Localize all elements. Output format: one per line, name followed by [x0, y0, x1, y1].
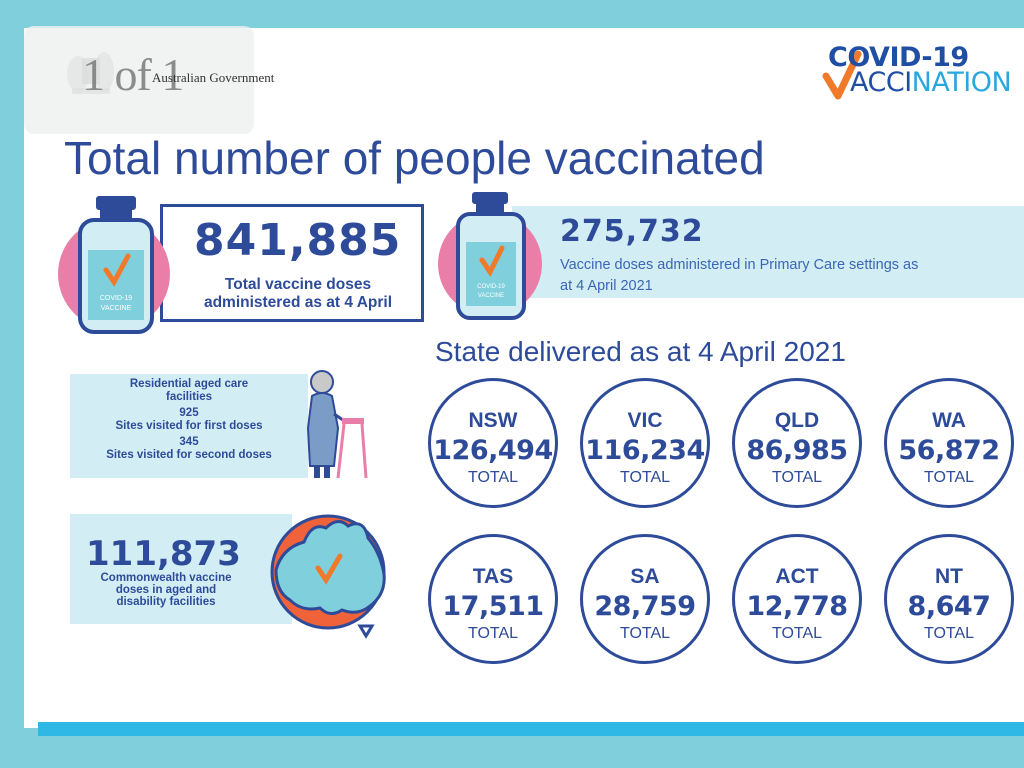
- primary-care-caption: Vaccine doses administered in Primary Ca…: [560, 257, 919, 294]
- state-circle-vic: VIC 116,234 TOTAL: [580, 378, 710, 508]
- state-value: 116,234: [585, 435, 705, 466]
- australia-map-icon: [270, 514, 386, 639]
- state-circle-wa: WA 56,872 TOTAL: [884, 378, 1014, 508]
- logo-vaccination: ACCINATION: [850, 67, 1012, 98]
- state-label: TOTAL: [923, 625, 975, 642]
- commonwealth-caption: Commonwealth vaccine doses in aged and d…: [100, 572, 232, 608]
- elderly-person-icon: [306, 370, 368, 479]
- state-circle-tas: TAS 17,511 TOTAL: [428, 534, 558, 664]
- state-value: 12,778: [746, 591, 848, 622]
- total-doses-caption: Total vaccine doses administered as at 4…: [203, 276, 393, 311]
- state-label: TOTAL: [771, 469, 823, 486]
- states-heading: State delivered as at 4 April 2021: [435, 336, 846, 367]
- state-name: SA: [630, 565, 660, 588]
- commonwealth-value: 111,873: [86, 534, 241, 574]
- state-circle-nsw: NSW 126,494 TOTAL: [428, 378, 558, 508]
- state-name: TAS: [472, 565, 514, 588]
- state-name: NT: [935, 565, 963, 588]
- page-indicator-overlay: [24, 26, 254, 134]
- state-value: 86,985: [746, 435, 848, 466]
- state-name: VIC: [627, 409, 663, 432]
- state-circle-qld: QLD 86,985 TOTAL: [732, 378, 862, 508]
- vial-label-line1: COVID-19: [477, 284, 505, 290]
- state-label: TOTAL: [467, 625, 519, 642]
- state-name: NSW: [468, 409, 518, 432]
- aged-care-box: [70, 374, 308, 478]
- logo-checkmark-icon: [822, 50, 862, 100]
- state-label: TOTAL: [619, 625, 671, 642]
- state-label: TOTAL: [923, 469, 975, 486]
- vial-label-line2: VACCINE: [478, 293, 504, 299]
- state-label: TOTAL: [619, 469, 671, 486]
- state-label: TOTAL: [771, 625, 823, 642]
- page-title: Total number of people vaccinated: [64, 132, 765, 184]
- state-circle-nt: NT 8,647 TOTAL: [884, 534, 1014, 664]
- state-label: TOTAL: [467, 469, 519, 486]
- state-circle-sa: SA 28,759 TOTAL: [580, 534, 710, 664]
- vial-label-line2: VACCINE: [101, 305, 132, 312]
- aged-care-text: Residential aged care facilities 925 Sit…: [106, 378, 272, 461]
- logo-covid19: COVID-19: [828, 42, 969, 73]
- state-name: ACT: [775, 565, 819, 588]
- state-name: QLD: [774, 409, 820, 432]
- vaccine-vial-icon: COVID-19 VACCINE: [438, 192, 542, 320]
- page-indicator: 1 of 1: [82, 49, 184, 100]
- bottom-accent-bar: [38, 722, 1024, 736]
- state-name: WA: [932, 409, 966, 432]
- total-doses-value: 841,885: [194, 215, 402, 266]
- government-name: Australian Government: [152, 70, 275, 85]
- primary-care-value: 275,732: [560, 214, 704, 249]
- state-circle-act: ACT 12,778 TOTAL: [732, 534, 862, 664]
- state-value: 17,511: [442, 591, 544, 622]
- vaccine-vial-icon: COVID-19 VACCINE: [58, 196, 170, 334]
- primary-care-banner: [512, 206, 1024, 298]
- total-doses-box: [160, 204, 424, 322]
- state-value: 126,494: [433, 435, 553, 466]
- state-value: 28,759: [594, 591, 696, 622]
- commonwealth-box: [70, 514, 292, 624]
- state-value: 56,872: [898, 435, 1000, 466]
- state-value: 8,647: [907, 591, 991, 622]
- vial-label-line1: COVID-19: [100, 295, 132, 302]
